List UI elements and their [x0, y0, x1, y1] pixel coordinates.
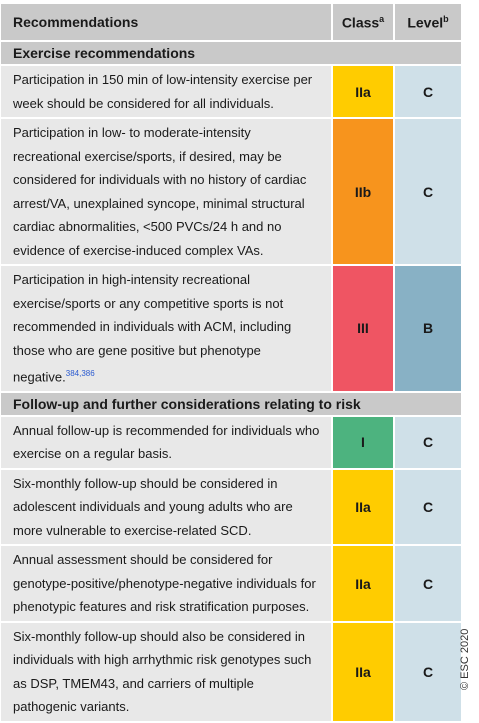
recommendation-text-content: Annual follow-up is recommended for indi… [13, 422, 320, 462]
table-row: Annual follow-up is recommended for indi… [1, 416, 461, 468]
table-row: Annual assessment should be considered f… [1, 546, 461, 621]
copyright-label: © ESC 2020 [459, 628, 471, 690]
recommendation-text: Participation in high-intensity recreati… [1, 266, 331, 391]
section-title: Follow-up and further considerations rel… [1, 392, 461, 415]
level-cell: C [393, 622, 461, 721]
header-level: Levelb [393, 4, 461, 40]
section-header: Exercise recommendations [1, 42, 461, 64]
table-row: Six-monthly follow-up should be consider… [1, 469, 461, 545]
recommendation-text-content: Participation in low- to moderate-intens… [13, 125, 307, 258]
class-cell: IIa [331, 66, 393, 117]
section-header: Follow-up and further considerations rel… [1, 392, 461, 415]
class-cell: III [331, 266, 393, 391]
recommendation-text-content: Participation in high-intensity recreati… [13, 272, 292, 385]
recommendation-text-content: Annual assessment should be considered f… [13, 552, 316, 615]
header-class: Classa [331, 4, 393, 40]
level-cell: C [393, 469, 461, 545]
class-cell: IIa [331, 469, 393, 545]
recommendation-text-content: Six-monthly follow-up should be consider… [13, 475, 293, 538]
level-cell: C [393, 66, 461, 117]
header-row: Recommendations Classa Levelb [1, 4, 461, 40]
table-body: Exercise recommendations Participation in… [1, 42, 461, 721]
class-cell: IIa [331, 546, 393, 621]
table-row: Six-monthly follow-up should also be con… [1, 622, 461, 721]
class-cell: I [331, 416, 393, 468]
level-cell: C [393, 546, 461, 621]
recommendation-text: Annual follow-up is recommended for indi… [1, 416, 331, 468]
recommendation-text: Annual assessment should be considered f… [1, 546, 331, 621]
recommendation-text: Six-monthly follow-up should also be con… [1, 622, 331, 721]
recommendation-text: Six-monthly follow-up should be consider… [1, 469, 331, 545]
level-cell: C [393, 416, 461, 468]
reference-superscript: 384,386 [65, 369, 95, 378]
level-cell: C [393, 119, 461, 264]
recommendation-text: Participation in low- to moderate-intens… [1, 119, 331, 264]
recommendations-table: Recommendations Classa Levelb Exercise r… [1, 2, 461, 723]
level-cell: B [393, 266, 461, 391]
class-cell: IIa [331, 622, 393, 721]
recommendation-text: Participation in 150 min of low-intensit… [1, 66, 331, 117]
header-recommendations: Recommendations [1, 4, 331, 40]
recommendation-text-content: Participation in 150 min of low-intensit… [13, 72, 313, 111]
table-row: Participation in 150 min of low-intensit… [1, 66, 461, 117]
recommendation-text-content: Six-monthly follow-up should also be con… [13, 628, 312, 715]
table-row: Participation in low- to moderate-intens… [1, 119, 461, 264]
class-cell: IIb [331, 119, 393, 264]
table-row: Participation in high-intensity recreati… [1, 266, 461, 391]
section-title: Exercise recommendations [1, 42, 461, 64]
